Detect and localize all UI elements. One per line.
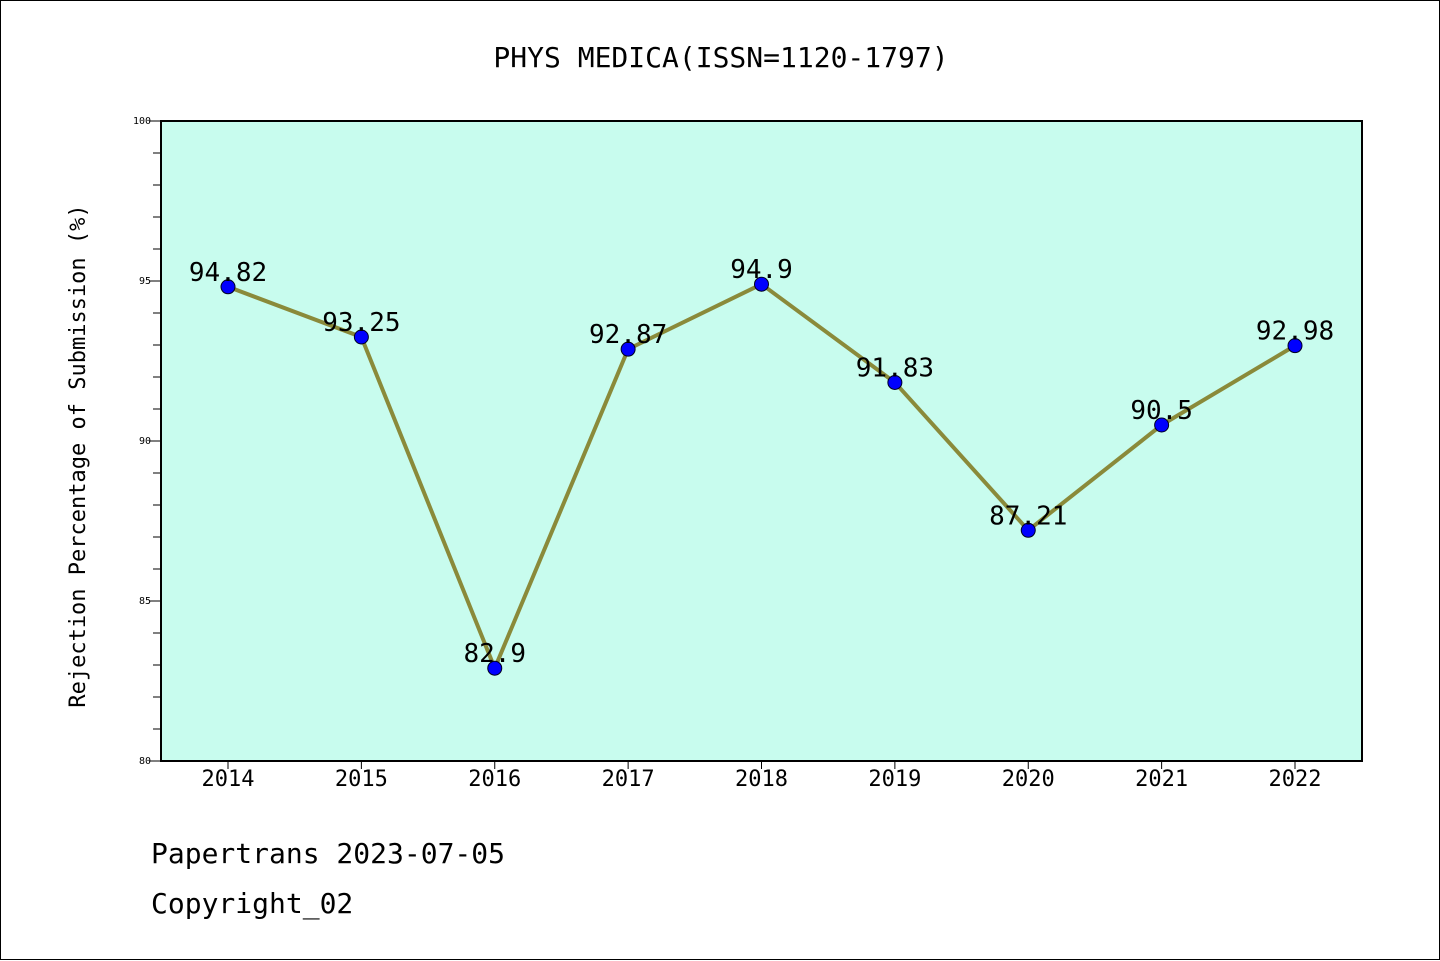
data-point [754,276,769,292]
data-label: 92.98 [1256,317,1334,347]
x-tick-label: 2020 [1002,767,1055,792]
data-label: 93.25 [322,308,400,338]
y-axis-label: Rejection Percentage of Submission (%) [66,204,91,707]
data-point [887,374,903,390]
data-label: 82.9 [463,639,526,669]
data-point [1020,522,1036,538]
data-point [487,660,503,676]
data-label: 92.87 [589,320,667,350]
x-tick-label: 2021 [1135,767,1188,792]
y-tick-label: 90 [139,436,151,447]
data-point [353,329,369,345]
plot-area [160,120,1363,762]
y-tick-label: 80 [139,756,151,767]
data-label: 94.82 [189,258,267,288]
data-label: 87.21 [989,501,1067,531]
x-axis: 2014 2015 2016 2017 2018 2019 2020 2021 2022 [202,761,1322,792]
x-tick-label: 2015 [335,767,388,792]
y-tick-label: 95 [139,276,151,287]
data-label: 90.5 [1130,396,1193,426]
x-tick-label: 2019 [868,767,921,792]
y-axis: 80 85 90 95 100 [133,116,161,767]
data-label: 91.83 [856,353,934,383]
footer-date-line: Papertrans 2023-07-05 [151,837,506,870]
chart-title: PHYS MEDICA(ISSN=1120-1797) [493,41,948,74]
y-tick-label: 85 [139,596,151,607]
x-tick-label: 2017 [602,767,655,792]
series-layer: 94.82 93.25 82.9 92.87 94.9 91.83 87.21 90.5 92.… [189,255,1334,676]
x-tick-label: 2016 [468,767,521,792]
data-point [1287,338,1303,354]
data-point [620,341,636,357]
x-tick-label: 2022 [1269,767,1322,792]
footer-copyright-line: Copyright_02 [151,887,354,920]
x-tick-label: 2014 [202,767,255,792]
y-tick-label: 100 [133,116,151,127]
data-label: 94.9 [730,255,793,285]
data-point [220,279,236,295]
data-point [1154,417,1170,433]
x-tick-label: 2018 [735,767,788,792]
